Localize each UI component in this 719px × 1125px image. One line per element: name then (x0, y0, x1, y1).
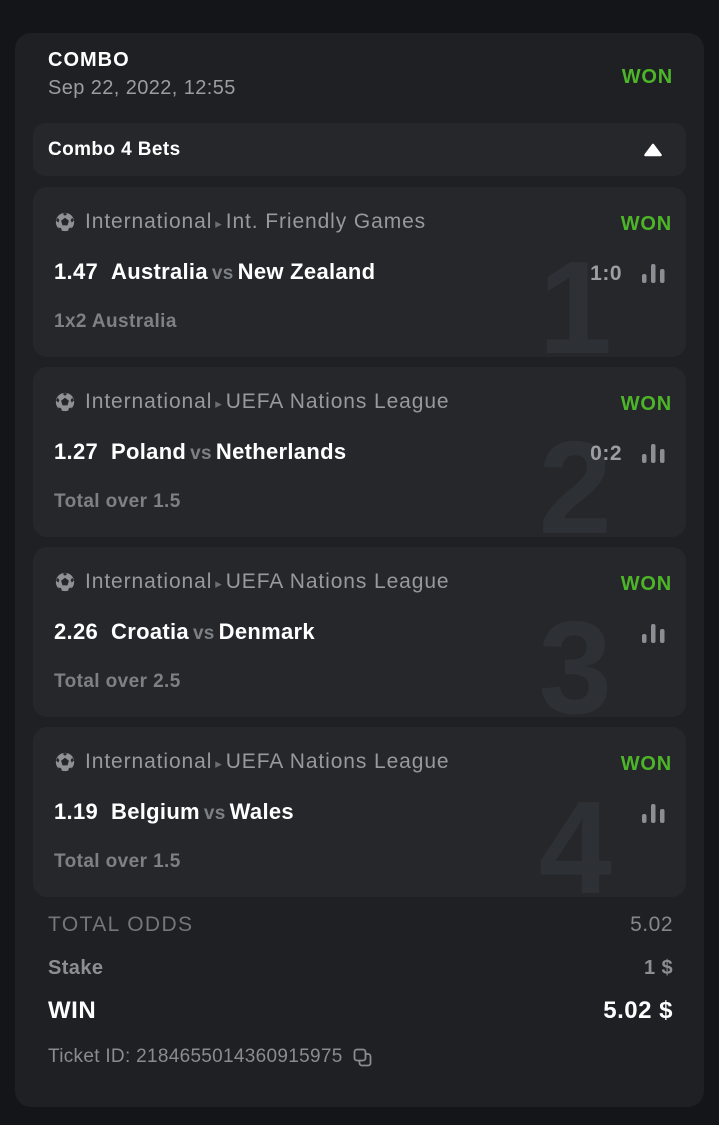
soccer-ball-icon (54, 751, 76, 773)
ticket-type-title: COMBO (48, 49, 130, 71)
vs-label: vs (190, 443, 212, 464)
league-breadcrumb: International ▸ UEFA Nations League (54, 390, 449, 414)
bet-status-badge: WON (620, 753, 672, 775)
tournament-label: UEFA Nations League (225, 750, 450, 773)
bet-status-badge: WON (620, 213, 672, 235)
match-score: 0:2 (590, 442, 622, 465)
ticket-status-badge: WON (621, 66, 673, 88)
bar-chart-stats-icon[interactable] (641, 443, 667, 468)
breadcrumb-arrow-icon: ▸ (215, 216, 223, 231)
stake-value: 1 $ (643, 957, 673, 979)
bet-status-badge: WON (620, 393, 672, 415)
copy-icon[interactable] (352, 1047, 373, 1068)
bet-odds: 1.19 (54, 799, 99, 824)
home-team: Belgium (111, 799, 200, 824)
combo-bets-toggle[interactable]: Combo 4 Bets (33, 123, 686, 176)
breadcrumb-arrow-icon: ▸ (215, 756, 223, 771)
tournament-label: UEFA Nations League (225, 390, 450, 413)
total-odds-label: TOTAL ODDS (48, 913, 194, 936)
league-breadcrumb: International ▸ UEFA Nations League (54, 750, 449, 774)
bet-odds: 1.27 (54, 439, 99, 464)
ticket-id-row: Ticket ID: 2184655014360915975 (48, 1046, 673, 1068)
match-score: 1:0 (590, 262, 622, 285)
home-team: Poland (111, 439, 187, 464)
vs-label: vs (192, 623, 215, 644)
bet-market-selection: Total over 2.5 (54, 671, 181, 692)
bar-chart-stats-icon[interactable] (641, 803, 667, 828)
bet-market-selection: Total over 1.5 (54, 851, 181, 872)
soccer-ball-icon (54, 211, 76, 233)
category-label: International (85, 210, 213, 233)
breadcrumb-arrow-icon: ▸ (215, 576, 223, 591)
vs-label: vs (211, 263, 234, 284)
bet-odds: 2.26 (54, 619, 99, 644)
stake-row: Stake 1 $ (48, 957, 673, 980)
bet-ticket-panel: COMBO Sep 22, 2022, 12:55 WON Combo 4 Be… (15, 33, 704, 1107)
ticket-datetime: Sep 22, 2022, 12:55 (48, 77, 236, 99)
bet-card-1[interactable]: 1 International ▸ Int. Friendly Games WON … (33, 187, 686, 357)
combo-bets-label: Combo 4 Bets (48, 138, 181, 160)
bet-odds: 1.47 (54, 259, 99, 284)
bet-market-selection: 1x2 Australia (54, 311, 177, 332)
bar-chart-stats-icon[interactable] (641, 263, 667, 288)
category-label: International (85, 390, 213, 413)
category-label: International (85, 750, 213, 773)
win-row: WIN 5.02 $ (48, 997, 673, 1025)
vs-label: vs (203, 803, 226, 824)
soccer-ball-icon (54, 391, 76, 413)
bar-chart-stats-icon[interactable] (641, 623, 667, 648)
bet-number-watermark: 2 (538, 414, 612, 538)
total-odds-value: 5.02 (630, 913, 673, 936)
tournament-label: Int. Friendly Games (225, 210, 427, 233)
away-team: Denmark (218, 619, 315, 644)
home-team: Australia (111, 259, 208, 284)
category-label: International (85, 570, 213, 593)
win-value: 5.02 $ (603, 997, 673, 1024)
home-team: Croatia (111, 619, 189, 644)
league-breadcrumb: International ▸ Int. Friendly Games (54, 210, 426, 234)
ticket-id-label: Ticket ID: (48, 1046, 137, 1067)
bet-card-4[interactable]: 4 International ▸ UEFA Nations League WON … (33, 727, 686, 897)
bet-number-watermark: 4 (538, 774, 612, 898)
tournament-label: UEFA Nations League (225, 570, 450, 593)
league-breadcrumb: International ▸ UEFA Nations League (54, 570, 449, 594)
bet-number-watermark: 1 (538, 234, 612, 358)
bet-card-3[interactable]: 3 International ▸ UEFA Nations League WON … (33, 547, 686, 717)
away-team: Wales (229, 799, 294, 824)
soccer-ball-icon (54, 571, 76, 593)
away-team: New Zealand (237, 259, 376, 284)
bet-market-selection: Total over 1.5 (54, 491, 181, 512)
ticket-id-value: 2184655014360915975 (136, 1046, 343, 1067)
bet-number-watermark: 3 (538, 594, 612, 718)
away-team: Netherlands (215, 439, 347, 464)
breadcrumb-arrow-icon: ▸ (215, 396, 223, 411)
total-odds-row: TOTAL ODDS 5.02 (48, 913, 673, 937)
bet-card-2[interactable]: 2 International ▸ UEFA Nations League WON … (33, 367, 686, 537)
bet-status-badge: WON (620, 573, 672, 595)
stake-label: Stake (48, 957, 104, 979)
win-label: WIN (48, 997, 97, 1024)
collapse-triangle-up-icon (643, 143, 663, 157)
